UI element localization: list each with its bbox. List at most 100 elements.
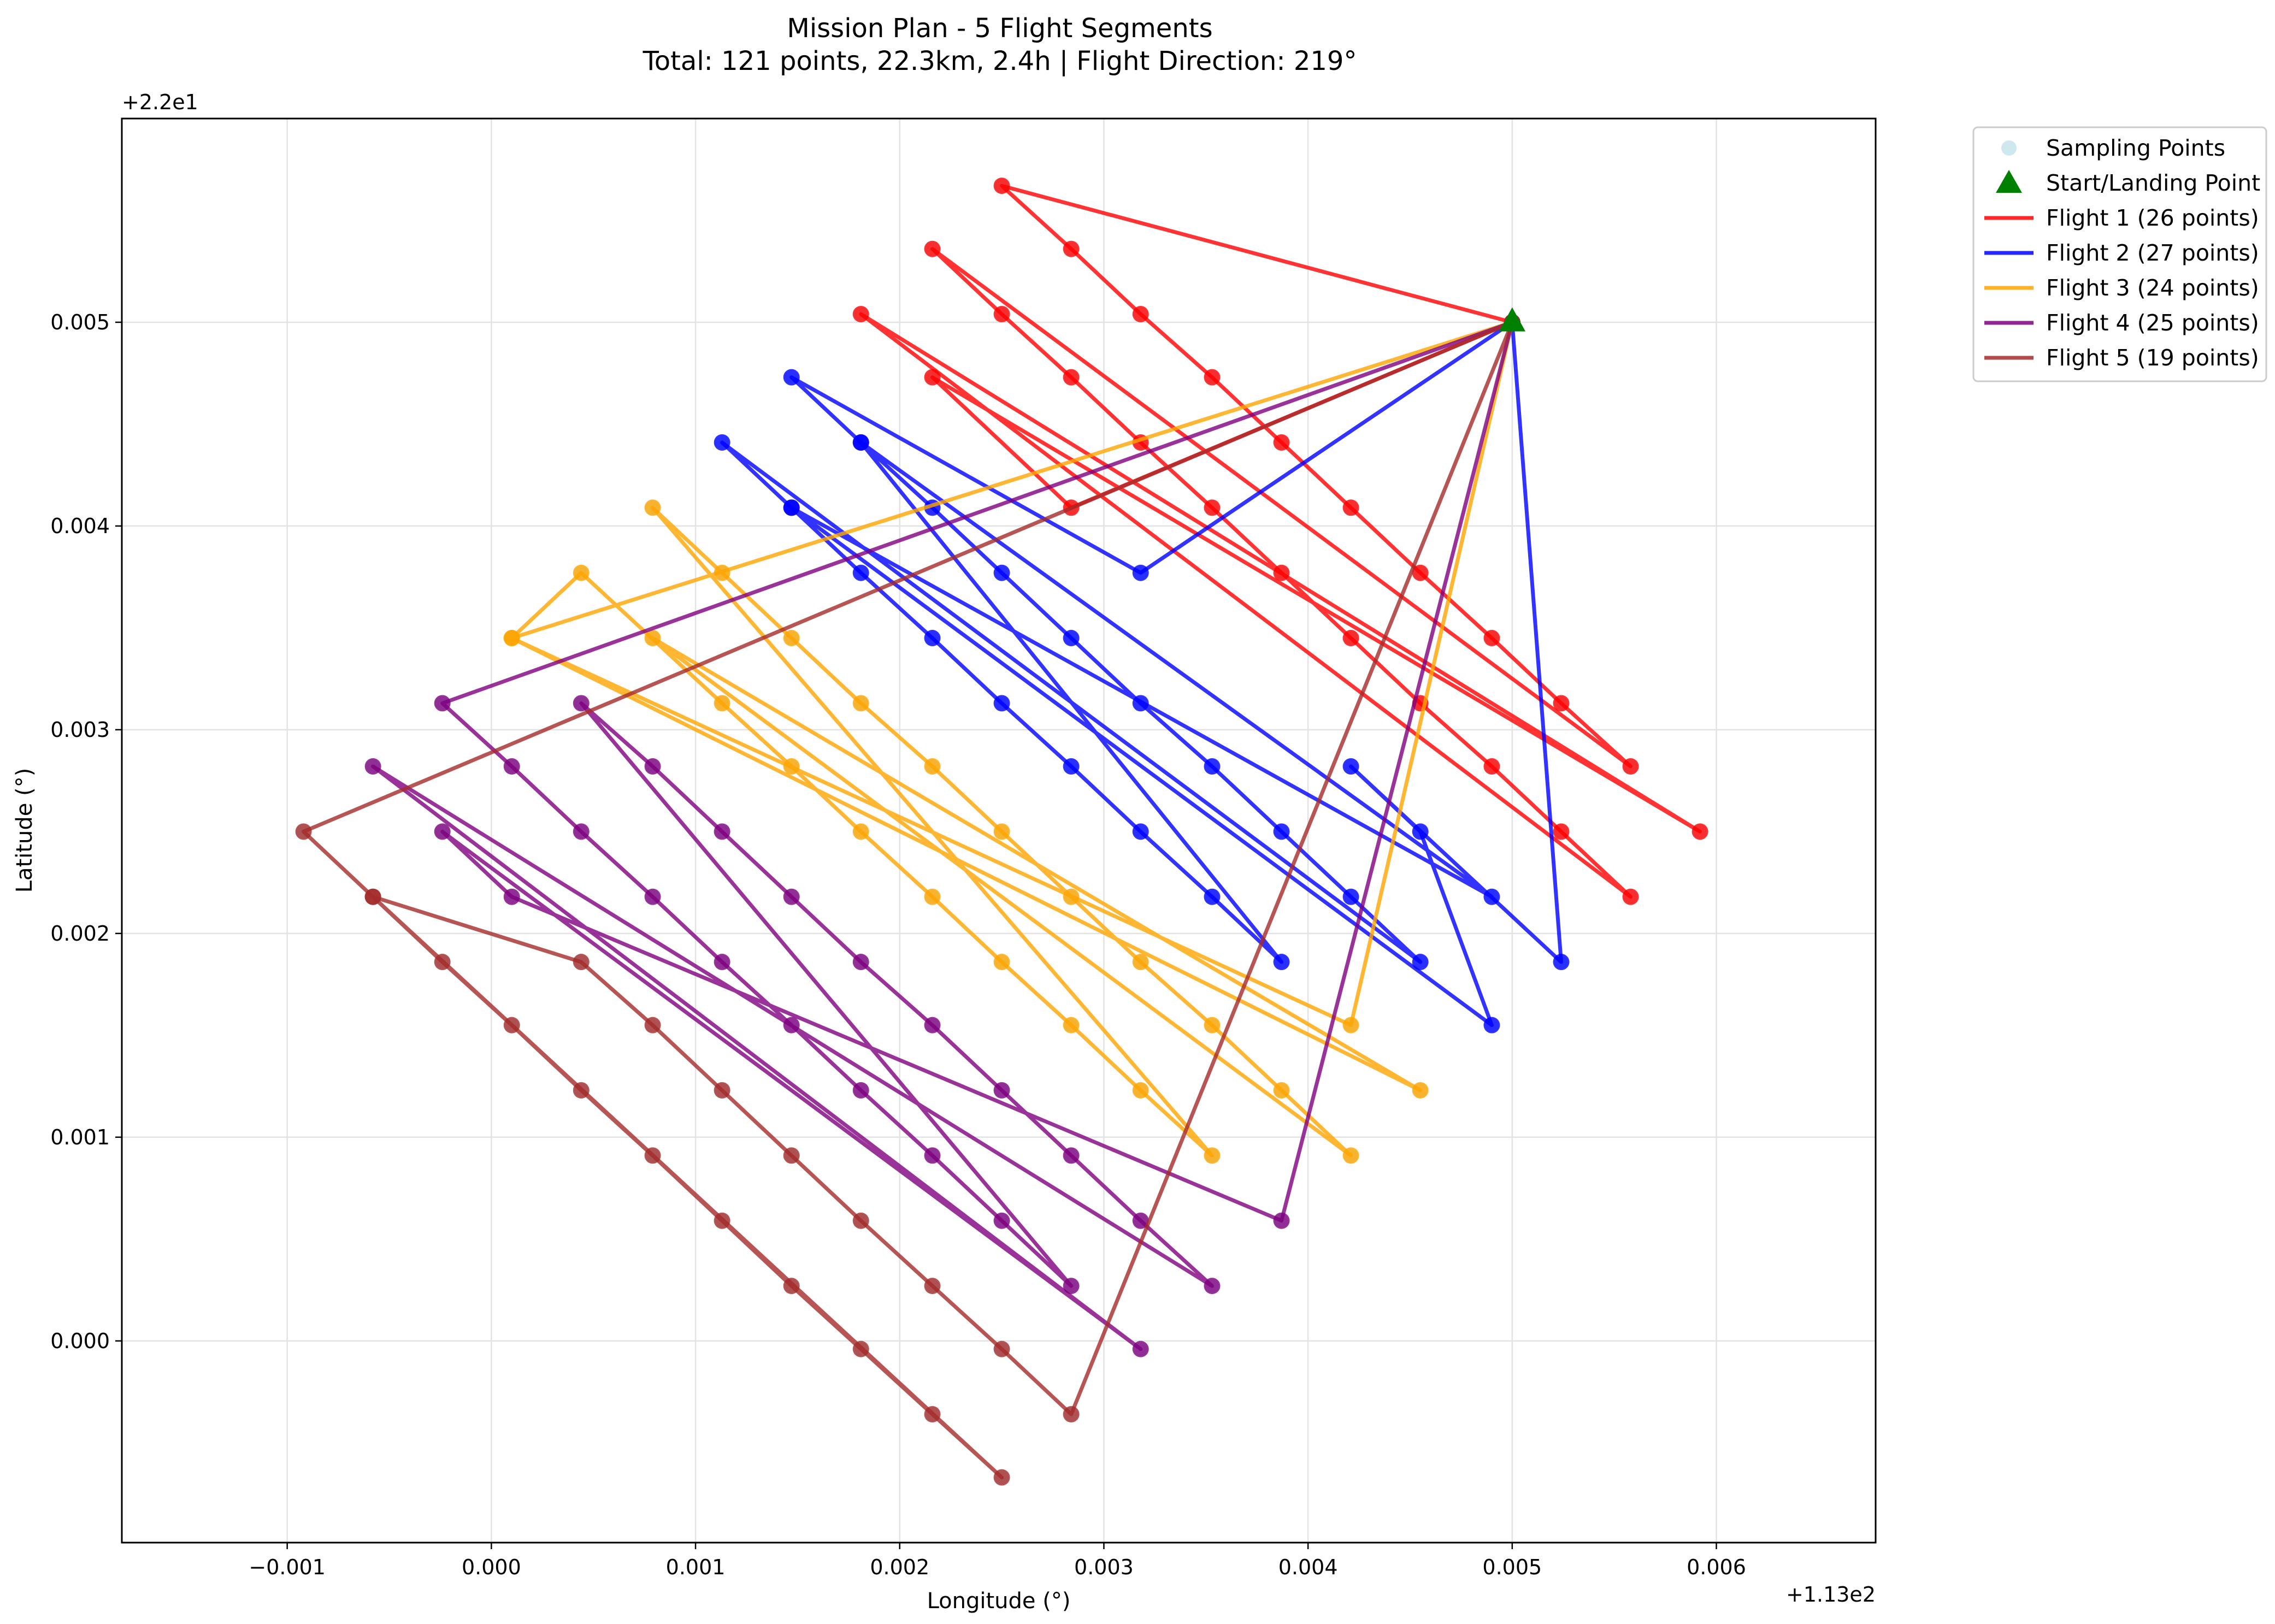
flight-1-waypoint (1342, 499, 1359, 516)
flight-3-waypoint (1132, 1082, 1149, 1099)
flight-2-waypoint (1273, 954, 1290, 971)
flight-5-waypoint (852, 1340, 869, 1357)
flight-1-waypoint (1204, 369, 1221, 386)
flight-3-waypoint (573, 564, 590, 581)
flight-1-waypoint (1412, 564, 1429, 581)
x-tick-label: −0.001 (249, 1555, 326, 1579)
flight-4-waypoint (503, 888, 520, 905)
flight-2-series (714, 314, 1570, 1034)
flight-4-waypoint (573, 695, 590, 712)
flight-1-waypoint (1553, 823, 1570, 840)
flight-5-waypoint (573, 1082, 590, 1099)
legend: Sampling Points Start/Landing Point Flight… (1972, 126, 2267, 382)
flight-3-waypoint (1063, 1017, 1080, 1034)
flight-1-waypoint (1483, 630, 1500, 647)
flight-4-waypoint (503, 758, 520, 775)
x-tick-label: 0.002 (870, 1555, 929, 1579)
flight-4-waypoint (924, 1147, 941, 1164)
flight-1-waypoint (1691, 823, 1708, 840)
flight-4-waypoint (1132, 1340, 1149, 1357)
x-tick-label: 0.006 (1687, 1555, 1746, 1579)
x-tick-label: 0.003 (1074, 1555, 1134, 1579)
flight-3-waypoint (993, 823, 1010, 840)
y-tick-label: 0.000 (50, 1329, 110, 1353)
flight-3-waypoint (924, 888, 941, 905)
flight-1-waypoint (1342, 630, 1359, 647)
flight-2-waypoint (1342, 758, 1359, 775)
legend-flight-3-label: Flight 3 (24 points) (2046, 275, 2259, 301)
flight-5-waypoint (993, 1340, 1010, 1357)
legend-box (1972, 126, 2267, 382)
flight-1-waypoint (1483, 758, 1500, 775)
flight-4-waypoint (434, 695, 451, 712)
y-axis-label: Latitude (°) (12, 768, 37, 893)
flight-2-waypoint (852, 564, 869, 581)
start-landing-marker (1499, 307, 1526, 332)
flight-1-waypoint (1132, 306, 1149, 323)
flight-5-waypoint (783, 1278, 800, 1295)
flight-5-waypoint (783, 1147, 800, 1164)
chart-title: Mission Plan - 5 Flight Segments (787, 13, 1212, 44)
flight-4-waypoint (1132, 1212, 1149, 1229)
flight-3-waypoint (714, 564, 730, 581)
flight-3-waypoint (1342, 1017, 1359, 1034)
flight-1-waypoint (1622, 888, 1639, 905)
flight-3-waypoint (1273, 1082, 1290, 1099)
y-tick-label: 0.004 (50, 514, 110, 538)
flight-2-waypoint (783, 369, 800, 386)
flight-1-waypoint (1063, 369, 1080, 386)
flight-2-waypoint (1132, 823, 1149, 840)
flight-2-waypoint (1132, 564, 1149, 581)
flight-4-waypoint (1204, 1278, 1221, 1295)
flight-2-waypoint (1553, 954, 1570, 971)
flight-2-waypoint (1204, 888, 1221, 905)
flight-2-waypoint (1063, 758, 1080, 775)
plot-frame (121, 117, 1877, 1544)
flight-5-waypoint (924, 1278, 941, 1295)
flight-5-path (302, 320, 1514, 1480)
flight-5-waypoint (644, 1147, 661, 1164)
flight-1-waypoint (924, 240, 941, 257)
flight-2-waypoint (1063, 630, 1080, 647)
legend-sampling-swatch (2001, 140, 2017, 156)
flight-4-waypoint (993, 1082, 1010, 1099)
flight-1-waypoint (993, 178, 1010, 194)
y-axis-ticks: 0.000 0.001 0.002 0.003 0.004 0.005 (50, 310, 122, 1353)
x-axis-offset-label: +1.13e2 (1786, 1582, 1876, 1607)
y-tick-label: 0.005 (50, 310, 110, 334)
flight-1-waypoint (1063, 240, 1080, 257)
legend-sampling-label: Sampling Points (2046, 135, 2225, 161)
flight-4-waypoint (364, 758, 381, 775)
x-axis-label: Longitude (°) (927, 1588, 1071, 1614)
y-axis-offset-label: +2.2e1 (122, 90, 198, 114)
flight-5-waypoint (714, 1212, 730, 1229)
flight-2-waypoint (852, 434, 869, 451)
flight-5-waypoint (503, 1017, 520, 1034)
flight-5-waypoint (924, 1406, 941, 1423)
flight-3-waypoint (1342, 1147, 1359, 1164)
flight-3-waypoint (783, 630, 800, 647)
flight-4-waypoint (434, 823, 451, 840)
flight-5-waypoint (295, 823, 312, 840)
flight-2-waypoint (1132, 695, 1149, 712)
flight-2-waypoint (924, 630, 941, 647)
flight-3-waypoint (852, 823, 869, 840)
start-landing-marker-layer (1499, 307, 1526, 332)
flight-4-waypoint (993, 1212, 1010, 1229)
legend-flight-5-label: Flight 5 (19 points) (2046, 345, 2259, 371)
flight-5-waypoint (852, 1212, 869, 1229)
flight-3-waypoint (1063, 888, 1080, 905)
flight-1-waypoint (924, 369, 941, 386)
y-tick-label: 0.003 (50, 718, 110, 742)
flight-3-waypoint (993, 954, 1010, 971)
flight-4-waypoint (1063, 1147, 1080, 1164)
flight-1-waypoint (1204, 499, 1221, 516)
flight-1-waypoint (1273, 434, 1290, 451)
flight-1-waypoint (1273, 564, 1290, 581)
flight-2-waypoint (1483, 1017, 1500, 1034)
flight-3-waypoint (644, 499, 661, 516)
x-tick-label: 0.000 (462, 1555, 521, 1579)
flight-3-waypoint (852, 695, 869, 712)
flight-2-waypoint (993, 564, 1010, 581)
flight-1-waypoint (852, 306, 869, 323)
